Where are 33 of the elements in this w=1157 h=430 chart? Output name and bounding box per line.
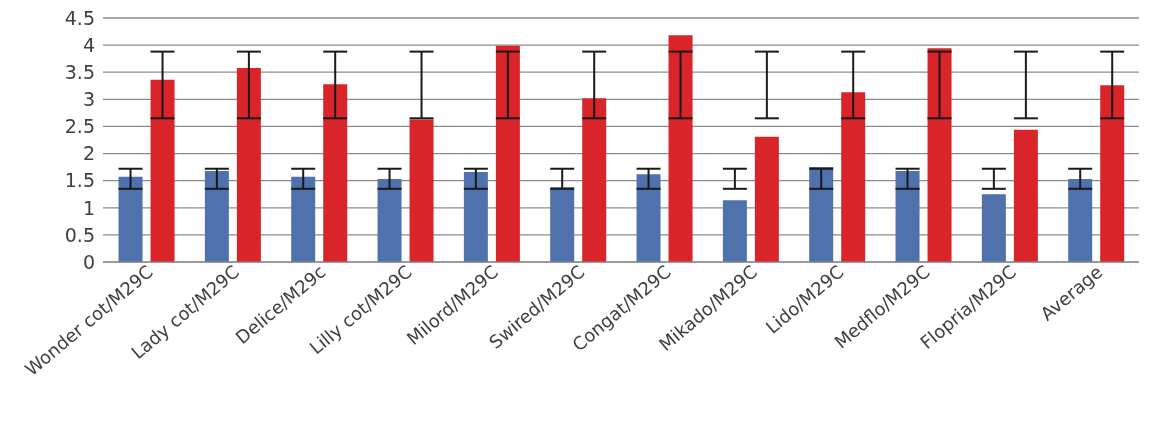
bar <box>377 179 402 262</box>
bar <box>495 45 520 262</box>
bar <box>150 79 175 262</box>
bar <box>550 187 575 262</box>
y-tick-label: 3.5 <box>64 60 95 83</box>
y-tick-label: 1.5 <box>64 169 95 192</box>
bar <box>1013 129 1038 262</box>
bar <box>1100 85 1125 262</box>
bar <box>1068 179 1093 262</box>
bar <box>236 67 261 262</box>
y-tick-label: 1 <box>82 196 95 219</box>
bar <box>754 136 779 262</box>
bar <box>409 119 434 262</box>
bar <box>927 48 952 262</box>
bar <box>841 92 866 262</box>
y-tick-label: 2.5 <box>64 115 95 138</box>
bar <box>668 35 693 262</box>
bar <box>722 200 747 262</box>
bar <box>636 174 661 262</box>
y-tick-label: 0.5 <box>64 223 95 246</box>
bar <box>118 176 143 262</box>
bar <box>204 170 229 262</box>
y-tick-label: 4 <box>82 33 95 56</box>
y-tick-label: 4.5 <box>64 6 95 29</box>
bar <box>582 98 607 262</box>
bar <box>895 170 920 262</box>
bar <box>981 194 1006 262</box>
bar <box>463 171 488 262</box>
y-tick-label: 3 <box>82 88 95 111</box>
bar <box>291 176 316 262</box>
y-tick-label: 2 <box>82 142 95 165</box>
bar <box>809 167 834 262</box>
bar <box>323 84 348 262</box>
